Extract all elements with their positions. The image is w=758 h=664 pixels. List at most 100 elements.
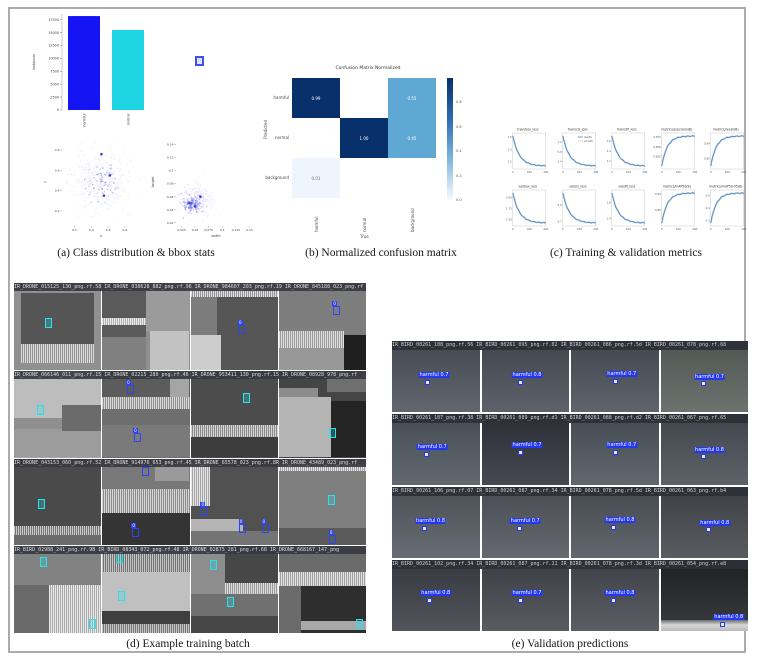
detection-marker [611,597,617,603]
bbox-cyan [89,619,97,630]
image-region [278,463,366,471]
svg-text:100: 100 [725,170,730,174]
svg-text:100: 100 [626,227,631,231]
svg-text:0.80: 0.80 [704,157,710,161]
svg-text:0.02: 0.02 [167,221,174,225]
svg-text:instances: instances [32,54,36,70]
caption-c: (c) Training & validation metrics [549,247,703,259]
prediction-label: harmful 0.7 [511,442,543,449]
detection-marker [613,378,618,384]
val-pred-cell: harmful 0.7 [571,341,659,412]
svg-text:0: 0 [710,227,712,231]
panel-training-batch: IR_DRONE_015125_130_png.rf.58 IR_DRONE_0… [14,283,366,633]
svg-text:200: 200 [692,170,697,174]
val-pred-cell: harmful 0.7 [660,341,748,412]
bbox-blue: 0 [237,319,246,334]
image-region [344,335,366,370]
bbox-blue: 0 [238,519,247,534]
metric-plot: val/dfl_loss 1.4 1.8 0 100 200 [602,183,650,239]
svg-text:normal: normal [126,113,130,125]
detection-marker [611,525,617,531]
val-pred-row: IR_BIRD_00261_102_png.rf.34 IR_BIRD_0026… [392,560,748,631]
svg-text:val/box_loss: val/box_loss [518,185,537,189]
train-batch-cell [14,458,102,546]
shoreline [660,619,748,631]
svg-text:200: 200 [593,227,598,231]
detection-marker [720,621,725,627]
bbox-cyan [209,560,217,571]
svg-text:train/cls_loss: train/cls_loss [567,128,587,132]
svg-text:1.5: 1.5 [508,135,512,139]
prediction-label: harmful 0.7 [416,443,448,450]
svg-text:1.3: 1.3 [508,147,512,151]
bbox-blue: 0 [126,379,134,394]
svg-text:train/box_loss: train/box_loss [517,128,539,132]
svg-text:0.4: 0.4 [706,206,710,210]
metric-plot: val/box_loss 1.50 1.75 2.00 0 100 200 [503,183,551,239]
image-region [150,330,190,370]
image-region [102,513,190,546]
image-region [102,336,146,370]
train-batch-cell [14,283,102,370]
image-region [20,343,95,363]
image-region [14,585,49,633]
detection-marker [700,454,706,460]
confusion-col-label: normal [362,217,367,232]
svg-text:200: 200 [543,227,548,231]
svg-text:200: 200 [692,227,697,231]
svg-text:100: 100 [725,227,730,231]
svg-text:0.6: 0.6 [106,228,111,232]
svg-text:y: y [43,181,47,183]
svg-text:metrics/precision(B): metrics/precision(B) [661,128,692,132]
svg-text:0.84: 0.84 [704,142,710,146]
svg-text:harmful: harmful [82,113,86,126]
prediction-label: harmful 0.8 [713,613,745,620]
svg-text:100: 100 [527,227,532,231]
svg-text:0.125: 0.125 [232,228,241,232]
image-region [102,488,190,514]
confusion-cell: 0.55 [388,78,436,118]
colorbar-tick: 0.8 [456,100,462,105]
image-region [190,615,278,633]
svg-text:0.3: 0.3 [706,219,710,223]
bbox-cyan [116,553,124,564]
prediction-label: harmful 0.8 [420,589,452,596]
val-pred-cell: harmful 0.8 [660,414,748,485]
train-batch-cell [190,546,278,633]
detection-marker [427,597,432,603]
val-pred-cell: harmful 0.8 [660,560,748,631]
prediction-label: harmful 0.7 [509,518,541,525]
colorbar-tick: 0.0 [456,198,462,202]
bbox-cyan [355,619,363,630]
train-batch-cell: 0 [278,458,366,546]
bbox-class-label: 0 [261,519,267,525]
prediction-label: harmful 0.8 [604,589,636,596]
val-pred-cell: harmful 0.7 [481,414,569,485]
train-batch-row: IR_DRONE_043153_060_png.rf.52 IR_DRONE_9… [14,458,366,546]
bbox-class-label: 0 [332,300,337,306]
bbox-wh-scatter: 0.025 0.05 0.075 0.1 0.125 0.15 0.02 0.04 0.06 0.… [151,143,253,238]
val-pred-row: IR_BIRD_00261_107_png.rf.38 IR_BIRD_0026… [392,414,748,485]
svg-text:200: 200 [742,227,747,231]
bbox-blue: 0 [261,519,270,534]
svg-text:17500: 17500 [48,18,59,22]
svg-text:0.1: 0.1 [169,169,174,173]
svg-text:1.2: 1.2 [557,140,561,144]
train-batch-row: IR_BIRD_02988_241_png.rf.9B IR_BIRD_0834… [14,546,366,633]
svg-text:x: x [100,234,102,238]
train-batch-cell [278,546,366,633]
bbox-blue: 0 [133,428,141,443]
svg-text:0.4: 0.4 [89,228,94,232]
svg-text:0.8: 0.8 [123,228,128,232]
bbox-class-label: 0 [237,319,243,325]
bbox-cyan [40,556,48,567]
detection-marker [425,380,431,386]
bbox-blue: 0 [332,300,340,315]
val-pred-cell: harmful 0.7 [392,341,480,412]
image-region [61,405,102,432]
train-batch-cell: 0 [278,283,366,370]
val-pred-row: IR_BIRD_00261_106_png.rf.07 IR_BIRD_0026… [392,487,748,558]
val-pred-cell: harmful 0.8 [392,487,480,558]
train-batch-row: IR_DRONE_066146_011_png.rf.15 IR_DRONE_0… [14,370,366,458]
